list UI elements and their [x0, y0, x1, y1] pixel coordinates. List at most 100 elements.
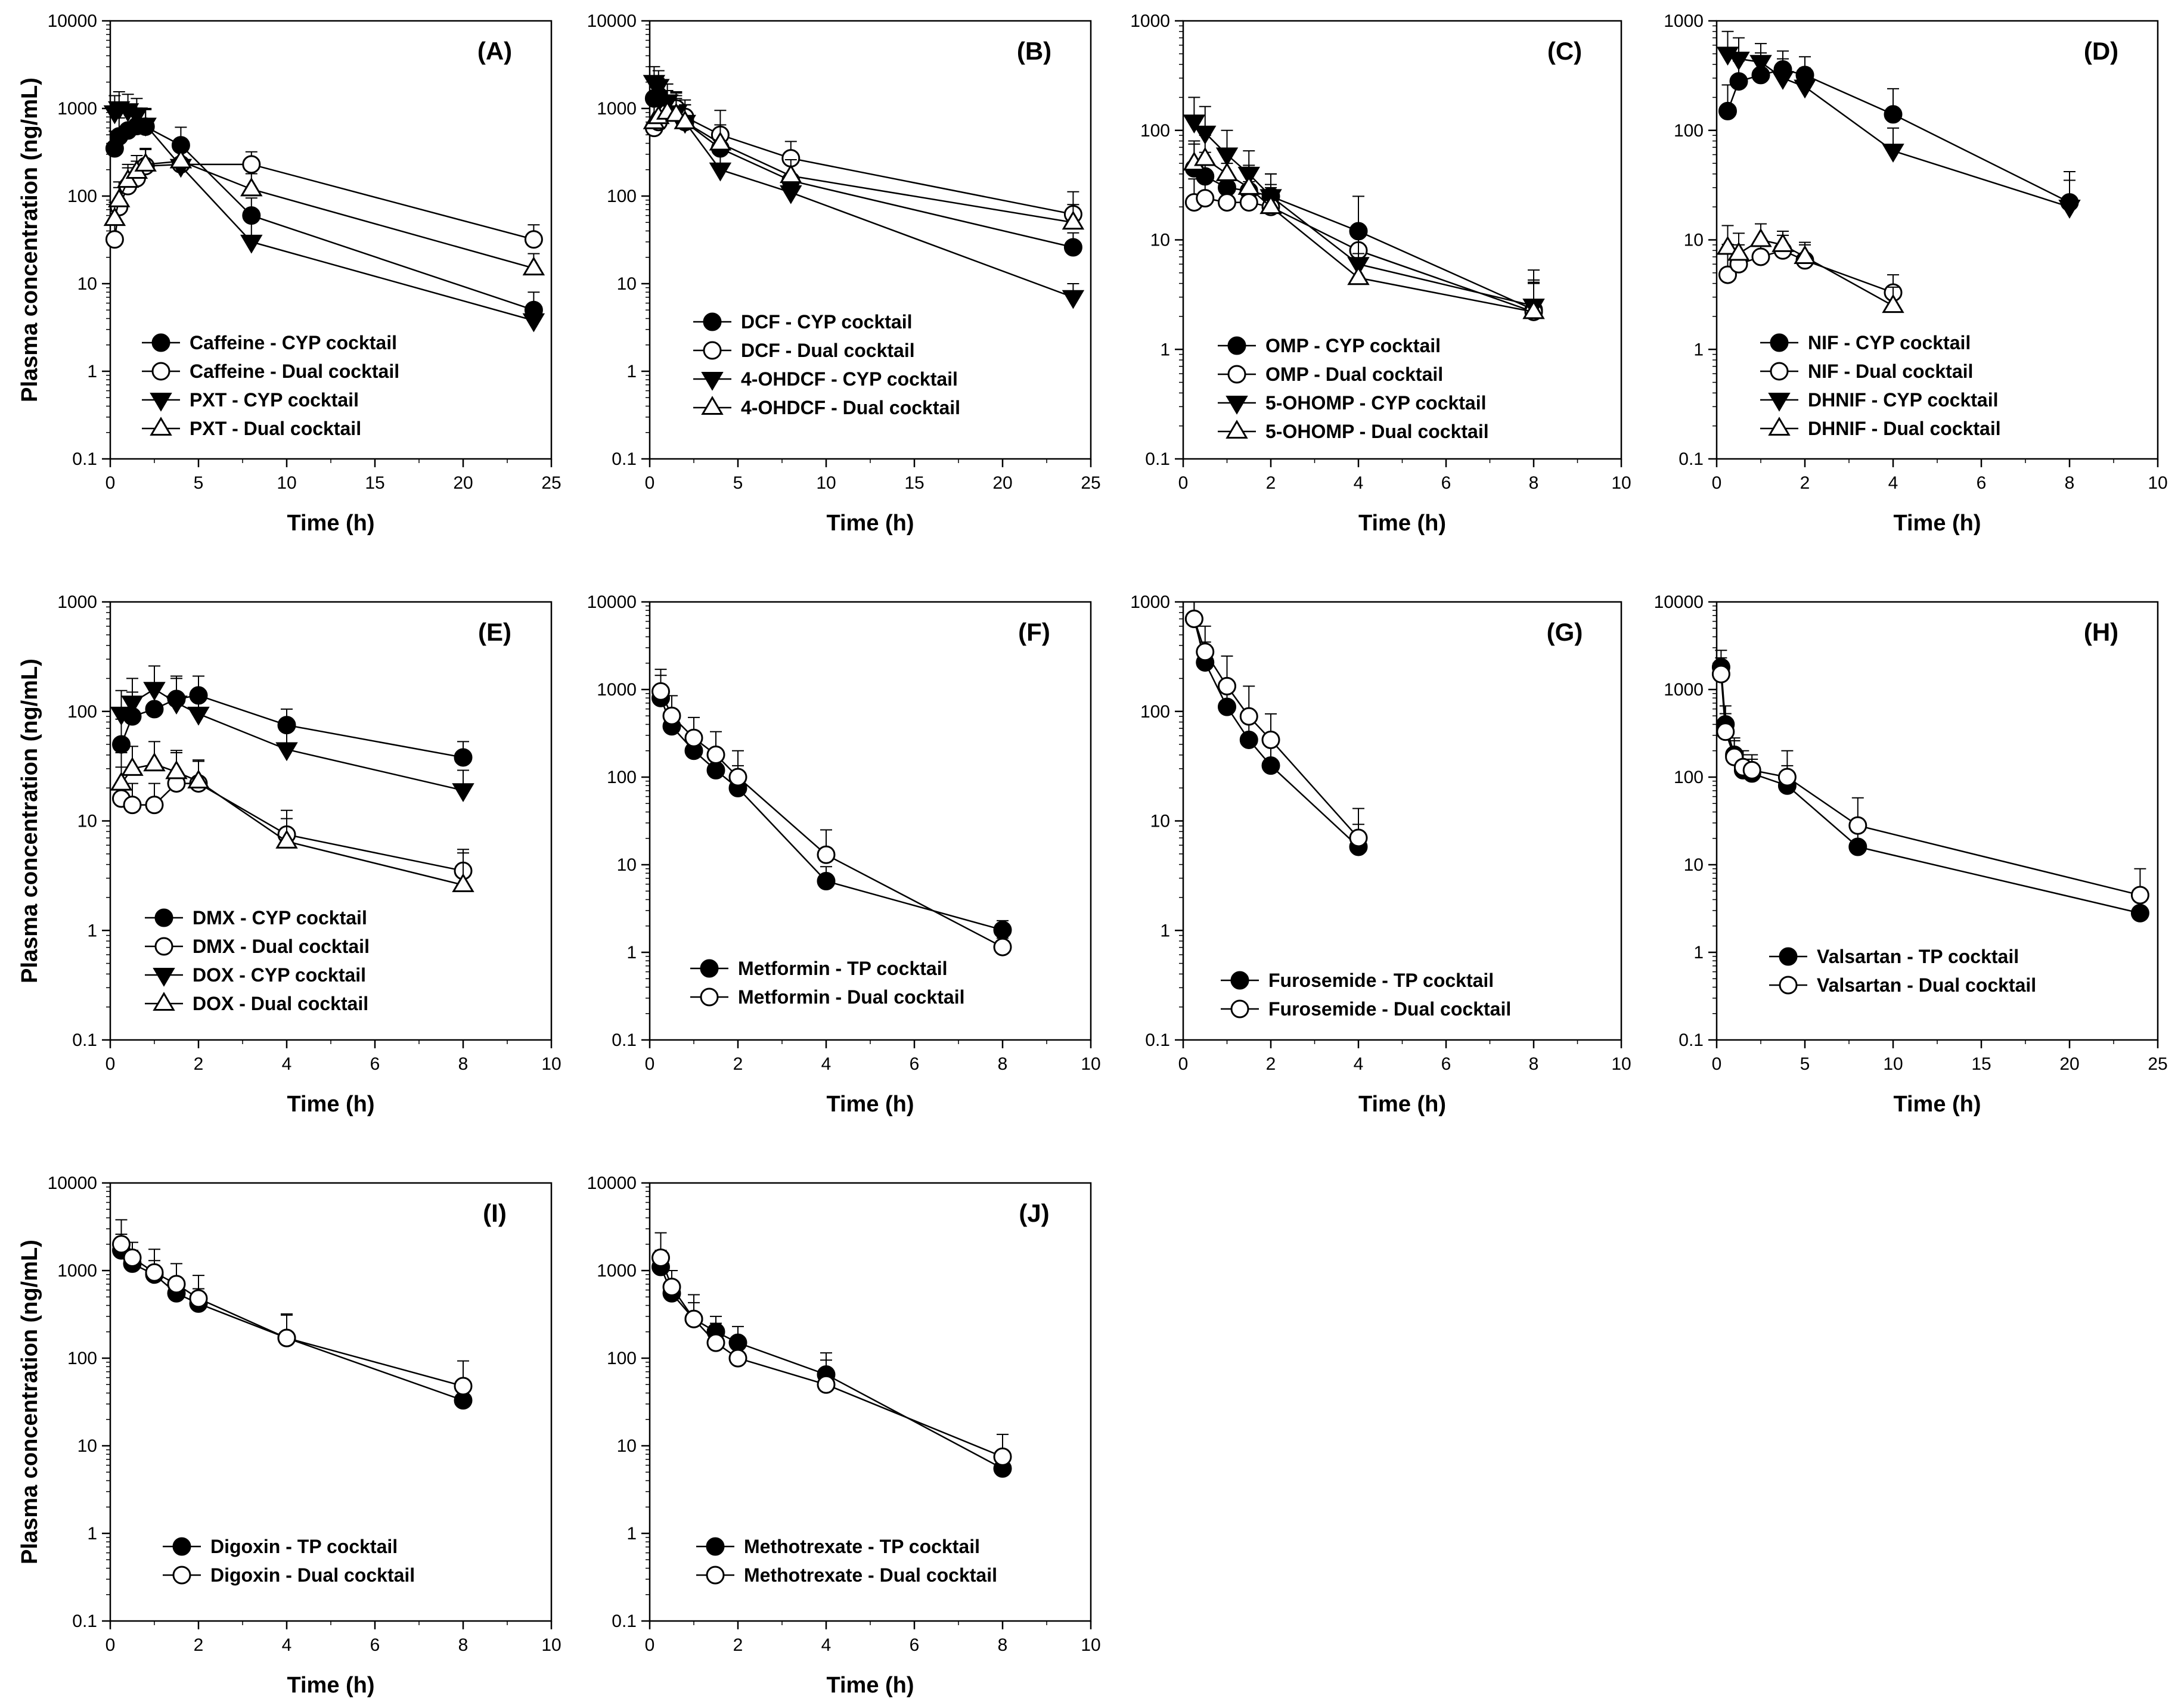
legend-entry: DOX - CYP cocktail — [193, 964, 366, 986]
data-point — [108, 188, 131, 207]
x-tick-label: 4 — [1354, 1054, 1364, 1074]
x-tick-label: 8 — [998, 1054, 1008, 1074]
y-tick-label: 100 — [1140, 121, 1170, 141]
x-tick-label: 2 — [1266, 473, 1276, 493]
data-point — [706, 1333, 725, 1352]
chart-panel-10: 0.1 1 10 100 1000 10000 0 2 4 6 8 10 Time (h) (J) Meth… — [587, 1173, 1101, 1698]
y-tick-label: 1000 — [57, 1261, 97, 1281]
y-axis-title: Plasma concentration (ng/mL) — [17, 1240, 42, 1564]
data-point — [125, 107, 148, 127]
y-tick-label: 10 — [77, 812, 97, 831]
x-tick-label: 2 — [733, 1054, 743, 1074]
legend-entry: DHNIF - Dual cocktail — [1808, 418, 2001, 439]
y-tick-label: 1 — [626, 1524, 637, 1544]
data-point — [709, 131, 732, 151]
data-point — [112, 735, 131, 754]
series-line — [660, 691, 1003, 948]
y-tick-label: 100 — [607, 187, 637, 206]
data-point — [105, 230, 124, 249]
legend: OMP - CYP cocktail OMP - Dual cocktail 5-O… — [1218, 335, 1489, 442]
data-point — [452, 783, 474, 803]
data-point — [665, 103, 688, 122]
x-tick-label: 2 — [194, 1054, 204, 1074]
data-point — [662, 1278, 681, 1297]
x-tick-label: 8 — [2065, 473, 2075, 493]
y-tick-label: 0.1 — [1679, 449, 1704, 469]
data-point — [123, 1249, 142, 1268]
x-axis-title: Time (h) — [1893, 1092, 1981, 1117]
legend-marker — [1227, 365, 1246, 384]
x-tick-label: 4 — [821, 1054, 832, 1074]
x-tick-label: 0 — [645, 473, 655, 493]
y-tick-label: 100 — [607, 768, 637, 787]
legend-marker — [151, 362, 170, 381]
series-line — [1727, 69, 2070, 203]
series-4 — [1716, 223, 1904, 313]
data-point — [123, 796, 142, 815]
y-tick-label: 10 — [1150, 231, 1170, 250]
legend: DMX - CYP cocktail DMX - Dual cocktail DOX… — [145, 907, 370, 1014]
y-tick-label: 0.1 — [1679, 1030, 1704, 1050]
legend-entry: 4-OHDCF - Dual cocktail — [741, 397, 960, 418]
data-point — [993, 937, 1012, 957]
y-tick-label: 10000 — [48, 11, 97, 31]
data-point — [165, 760, 188, 780]
data-point — [189, 1289, 208, 1308]
data-point — [1749, 228, 1772, 247]
legend-entry: Metformin - TP cocktail — [738, 958, 947, 979]
x-axis-title: Time (h) — [287, 1092, 374, 1117]
data-point — [728, 768, 747, 787]
data-point — [1749, 55, 1772, 74]
data-point — [706, 760, 725, 780]
y-tick-label: 1 — [626, 943, 637, 962]
legend-marker — [154, 937, 173, 956]
legend-marker — [1779, 976, 1798, 995]
series-1 — [112, 675, 473, 767]
data-point — [684, 1309, 703, 1328]
x-tick-label: 8 — [998, 1635, 1008, 1655]
data-point — [1063, 238, 1082, 257]
legend-marker — [1770, 362, 1789, 381]
y-axis-title: Plasma concentration (ng/mL) — [17, 77, 42, 402]
data-point — [187, 769, 210, 789]
legend-entry: Caffeine - Dual cocktail — [190, 361, 399, 382]
data-point — [167, 1275, 186, 1294]
x-tick-label: 0 — [1178, 473, 1189, 493]
y-tick-label: 1 — [87, 362, 97, 381]
data-point — [651, 1249, 670, 1268]
legend-marker — [1226, 420, 1248, 439]
series-line — [660, 1257, 1003, 1458]
data-point — [1711, 664, 1730, 684]
data-point — [134, 153, 157, 172]
x-tick-label: 6 — [370, 1054, 380, 1074]
x-tick-label: 10 — [1883, 1054, 1903, 1074]
x-tick-label: 2 — [1266, 1054, 1276, 1074]
data-point — [187, 706, 210, 726]
data-point — [240, 177, 263, 197]
data-point — [1772, 233, 1794, 252]
data-point — [1259, 195, 1282, 215]
x-tick-label: 6 — [1441, 1054, 1451, 1074]
legend-marker — [150, 417, 172, 436]
data-point — [1522, 300, 1545, 319]
x-tick-label: 10 — [1081, 1054, 1100, 1074]
legend-entry: Methotrexate - Dual cocktail — [744, 1564, 997, 1586]
panel-label: (D) — [2084, 37, 2118, 65]
data-point — [1848, 816, 1867, 835]
series-3 — [110, 665, 474, 803]
legend-entry: Metformin - Dual cocktail — [738, 986, 965, 1008]
chart-panel-7: 0.1 1 10 100 1000 0 2 4 6 8 10 Time (h) (G) Furosemid… — [1130, 592, 1631, 1117]
y-tick-label: 10000 — [48, 1173, 97, 1193]
y-axis-title: Plasma concentration (ng/mL) — [17, 659, 42, 983]
y-tick-label: 1000 — [1130, 592, 1170, 612]
series-2 — [651, 1232, 1012, 1466]
series-2 — [112, 751, 473, 880]
x-axis-title: Time (h) — [826, 1092, 914, 1117]
data-point — [121, 695, 144, 715]
data-point — [522, 256, 545, 276]
data-point — [1718, 265, 1737, 284]
y-tick-label: 1000 — [1130, 11, 1170, 31]
data-point — [817, 845, 836, 864]
panel-label: (E) — [478, 618, 511, 646]
y-tick-label: 1 — [1160, 921, 1170, 940]
